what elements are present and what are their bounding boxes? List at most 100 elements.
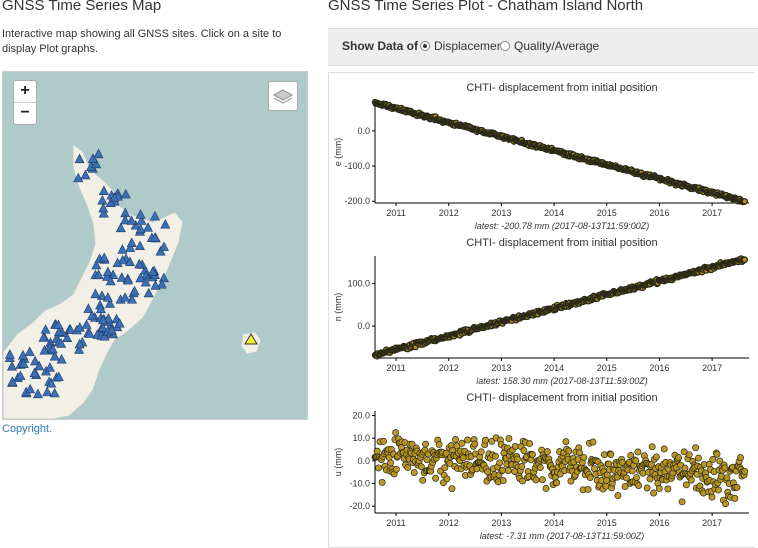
radio-quality-average[interactable]: Quality/Average	[500, 39, 599, 53]
gnss-site-marker[interactable]	[15, 370, 26, 380]
gnss-site-marker[interactable]	[93, 269, 104, 279]
copyright-link[interactable]: Copyright.	[2, 423, 53, 435]
gnss-site-marker[interactable]	[135, 209, 146, 219]
gnss-site-marker[interactable]	[99, 252, 110, 262]
gnss-site-marker[interactable]	[81, 319, 92, 329]
radio-dot-quality-average[interactable]	[500, 41, 510, 51]
radio-displacement[interactable]: Displacement	[420, 39, 507, 53]
gnss-site-marker[interactable]	[98, 208, 109, 218]
gnss-site-marker[interactable]	[105, 275, 116, 286]
gnss-site-marker[interactable]	[53, 371, 64, 382]
gnss-site-marker[interactable]	[53, 319, 64, 329]
gnss-site-marker[interactable]	[150, 280, 161, 290]
radio-dot-displacement[interactable]	[420, 41, 430, 51]
zoom-in-button[interactable]: +	[20, 82, 30, 99]
gnss-site-marker[interactable]	[97, 322, 108, 332]
gnss-site-marker[interactable]	[47, 343, 58, 354]
gnss-site-marker[interactable]	[120, 214, 131, 225]
gnss-site-marker[interactable]	[87, 310, 98, 320]
gnss-site-marker[interactable]	[126, 215, 137, 225]
gnss-site-marker[interactable]	[156, 279, 167, 289]
gnss-map[interactable]: + −	[2, 71, 308, 420]
gnss-site-marker[interactable]	[56, 338, 67, 348]
gnss-site-marker[interactable]	[109, 192, 120, 202]
gnss-site-marker[interactable]	[124, 256, 135, 266]
gnss-site-marker[interactable]	[105, 197, 116, 208]
radio-label-quality-average[interactable]: Quality/Average	[514, 39, 600, 53]
gnss-site-marker[interactable]	[102, 271, 113, 281]
gnss-site-marker[interactable]	[54, 326, 65, 336]
gnss-site-marker[interactable]	[160, 219, 171, 229]
gnss-site-marker[interactable]	[34, 360, 45, 371]
gnss-site-marker[interactable]	[91, 259, 102, 270]
gnss-site-marker[interactable]	[7, 376, 18, 386]
gnss-site-marker[interactable]	[4, 349, 15, 359]
radio-label-displacement[interactable]: Displacement	[434, 39, 507, 53]
gnss-site-marker[interactable]	[102, 292, 113, 302]
gnss-site-marker[interactable]	[117, 244, 128, 254]
gnss-site-marker[interactable]	[150, 232, 161, 242]
gnss-site-marker[interactable]	[74, 344, 85, 354]
gnss-site-marker[interactable]	[99, 331, 110, 341]
gnss-site-marker[interactable]	[49, 387, 60, 398]
gnss-site-marker[interactable]	[32, 388, 43, 399]
gnss-site-marker[interactable]	[17, 350, 28, 360]
gnss-site-marker[interactable]	[95, 303, 106, 314]
gnss-site-marker[interactable]	[62, 332, 73, 343]
map-canvas[interactable]	[3, 72, 307, 419]
gnss-site-marker[interactable]	[120, 188, 131, 199]
gnss-site-marker[interactable]	[49, 351, 60, 361]
gnss-site-marker[interactable]	[135, 240, 146, 251]
gnss-site-marker[interactable]	[25, 383, 36, 394]
gnss-site-marker[interactable]	[97, 195, 108, 205]
gnss-site-marker[interactable]	[116, 272, 127, 282]
gnss-site-marker[interactable]	[98, 314, 109, 325]
gnss-site-marker[interactable]	[104, 298, 115, 308]
gnss-site-marker[interactable]	[46, 378, 57, 388]
gnss-site-marker[interactable]	[38, 332, 49, 342]
gnss-site-marker[interactable]	[83, 303, 94, 313]
gnss-site-marker[interactable]	[143, 222, 154, 232]
gnss-site-marker[interactable]	[42, 386, 53, 397]
gnss-site-marker[interactable]	[117, 254, 128, 265]
gnss-site-marker[interactable]	[30, 355, 41, 366]
gnss-site-marker[interactable]	[120, 292, 131, 302]
gnss-site-marker[interactable]	[44, 362, 55, 372]
gnss-site-marker[interactable]	[115, 222, 126, 233]
gnss-site-marker[interactable]	[90, 288, 101, 299]
gnss-site-marker[interactable]	[135, 223, 146, 234]
gnss-site-marker[interactable]	[73, 172, 84, 183]
layers-button[interactable]	[268, 81, 298, 111]
gnss-site-marker[interactable]	[149, 210, 160, 221]
gnss-site-marker[interactable]	[129, 285, 140, 296]
gnss-site-marker[interactable]	[56, 354, 67, 364]
gnss-site-marker[interactable]	[65, 324, 76, 334]
gnss-site-marker[interactable]	[24, 346, 35, 356]
gnss-site-marker[interactable]	[135, 272, 146, 283]
gnss-site-marker[interactable]	[74, 338, 85, 349]
gnss-site-marker[interactable]	[114, 318, 125, 328]
gnss-site-marker[interactable]	[40, 324, 51, 334]
gnss-site-marker[interactable]	[29, 367, 40, 378]
gnss-site-marker[interactable]	[74, 322, 85, 332]
gnss-site-marker[interactable]	[134, 258, 145, 269]
gnss-site-marker[interactable]	[80, 169, 91, 180]
gnss-site-marker[interactable]	[74, 153, 85, 164]
gnss-site-marker[interactable]	[126, 237, 137, 247]
gnss-site-marker[interactable]	[158, 241, 169, 251]
gnss-site-marker[interactable]	[93, 148, 104, 159]
gnss-site-marker[interactable]	[98, 202, 109, 213]
gnss-site-marker[interactable]	[103, 313, 114, 323]
gnss-site-marker[interactable]	[102, 266, 113, 277]
gnss-site-marker[interactable]	[91, 158, 102, 169]
gnss-site-marker[interactable]	[143, 287, 154, 298]
selected-site-marker[interactable]	[244, 333, 258, 345]
gnss-site-marker[interactable]	[106, 324, 117, 335]
gnss-site-marker[interactable]	[98, 185, 109, 196]
gnss-site-marker[interactable]	[6, 361, 17, 371]
gnss-site-marker[interactable]	[18, 358, 29, 368]
gnss-site-marker[interactable]	[125, 242, 136, 252]
gnss-site-marker[interactable]	[112, 257, 123, 268]
gnss-site-markers[interactable]	[4, 148, 171, 399]
zoom-out-button[interactable]: −	[14, 102, 36, 124]
